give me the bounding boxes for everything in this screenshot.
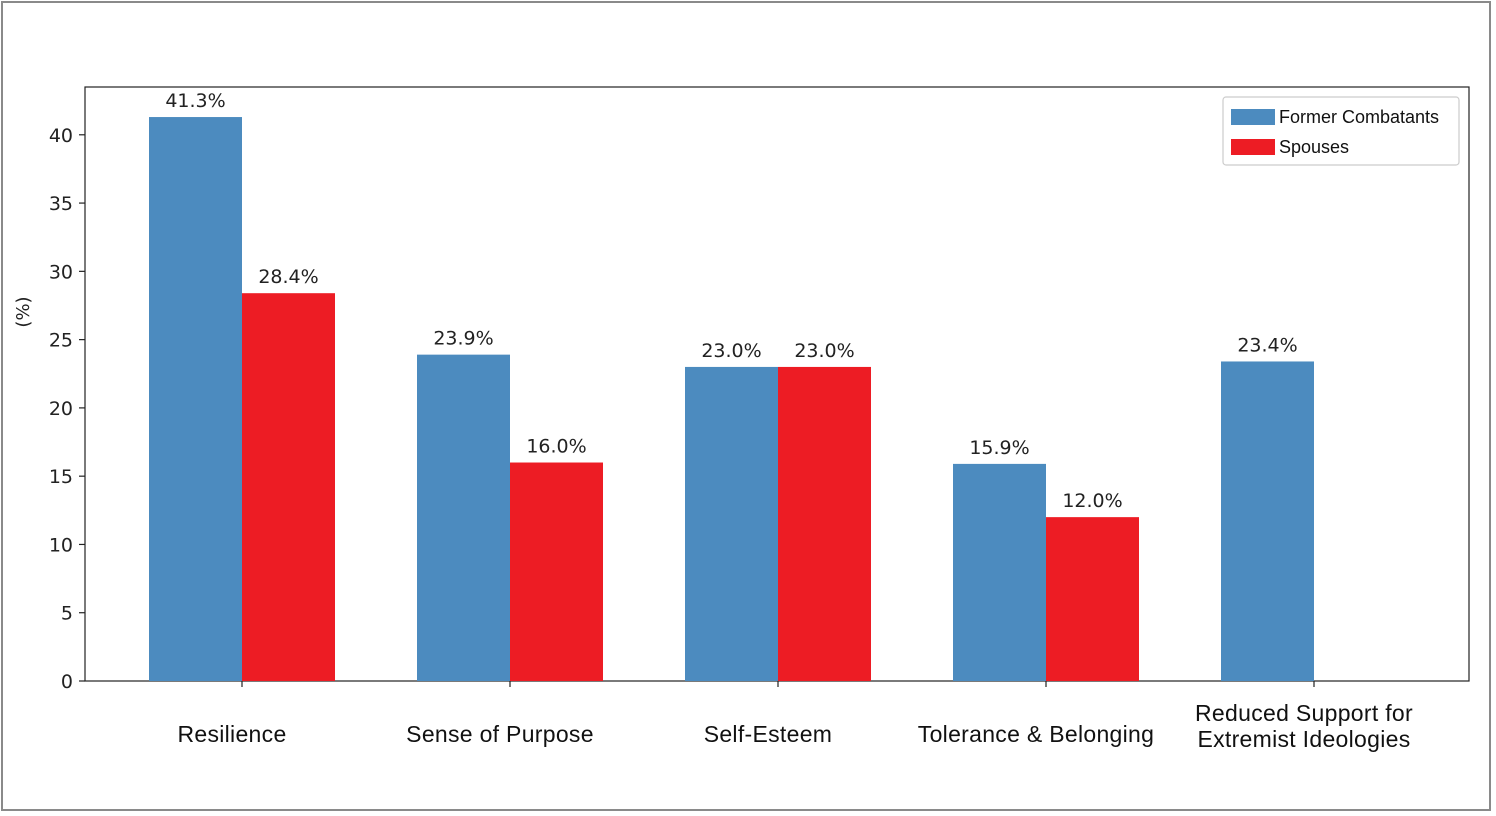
bar-former-combatants xyxy=(685,366,778,681)
legend-label: Former Combatants xyxy=(1279,107,1439,127)
bar-former-combatants xyxy=(1221,361,1314,681)
x-category-label: Tolerance & Belonging xyxy=(918,721,1154,747)
x-category-label: Reduced Support for xyxy=(1195,700,1413,726)
bar-former-combatants xyxy=(417,354,510,681)
bar-spouses xyxy=(1046,517,1139,681)
data-label: 41.3% xyxy=(165,90,225,112)
y-tick-label: 10 xyxy=(49,534,73,556)
y-tick-label: 35 xyxy=(49,193,73,215)
x-category-label: Sense of Purpose xyxy=(406,721,594,747)
bar-spouses xyxy=(778,366,871,681)
legend-box xyxy=(1222,96,1460,166)
bar-spouses xyxy=(242,293,335,681)
legend-swatch xyxy=(1231,139,1275,155)
data-label: 23.4% xyxy=(1237,334,1297,356)
data-label: 23.0% xyxy=(701,340,761,362)
data-label: 28.4% xyxy=(258,266,318,288)
data-label: 23.0% xyxy=(794,340,854,362)
y-tick-label: 15 xyxy=(49,466,73,488)
y-tick-label: 40 xyxy=(49,125,73,147)
y-tick-label: 25 xyxy=(49,330,73,352)
y-tick-label: 0 xyxy=(61,671,73,693)
bar-chart: 0 5 10 15 20 25 30 35 40 Resilience Sense of Purp… xyxy=(13,86,1470,752)
bar-spouses xyxy=(510,462,603,681)
y-axis-title: (%) xyxy=(13,296,34,327)
data-label: 16.0% xyxy=(526,436,586,458)
y-tick-label: 20 xyxy=(49,398,73,420)
data-label: 23.9% xyxy=(433,328,493,350)
legend-label: Spouses xyxy=(1279,137,1349,157)
bar-former-combatants xyxy=(149,117,242,681)
x-category-label: Resilience xyxy=(177,721,286,747)
data-label: 15.9% xyxy=(969,437,1029,459)
bar-former-combatants xyxy=(953,463,1046,681)
y-tick-label: 5 xyxy=(61,603,73,625)
legend-swatch xyxy=(1231,109,1275,125)
legend: Former Combatants Spouses xyxy=(1222,96,1460,166)
data-label: 12.0% xyxy=(1062,490,1122,512)
x-category-label: Extremist Ideologies xyxy=(1197,726,1410,752)
x-category-label: Self-Esteem xyxy=(704,721,833,747)
y-tick-label: 30 xyxy=(49,261,73,283)
